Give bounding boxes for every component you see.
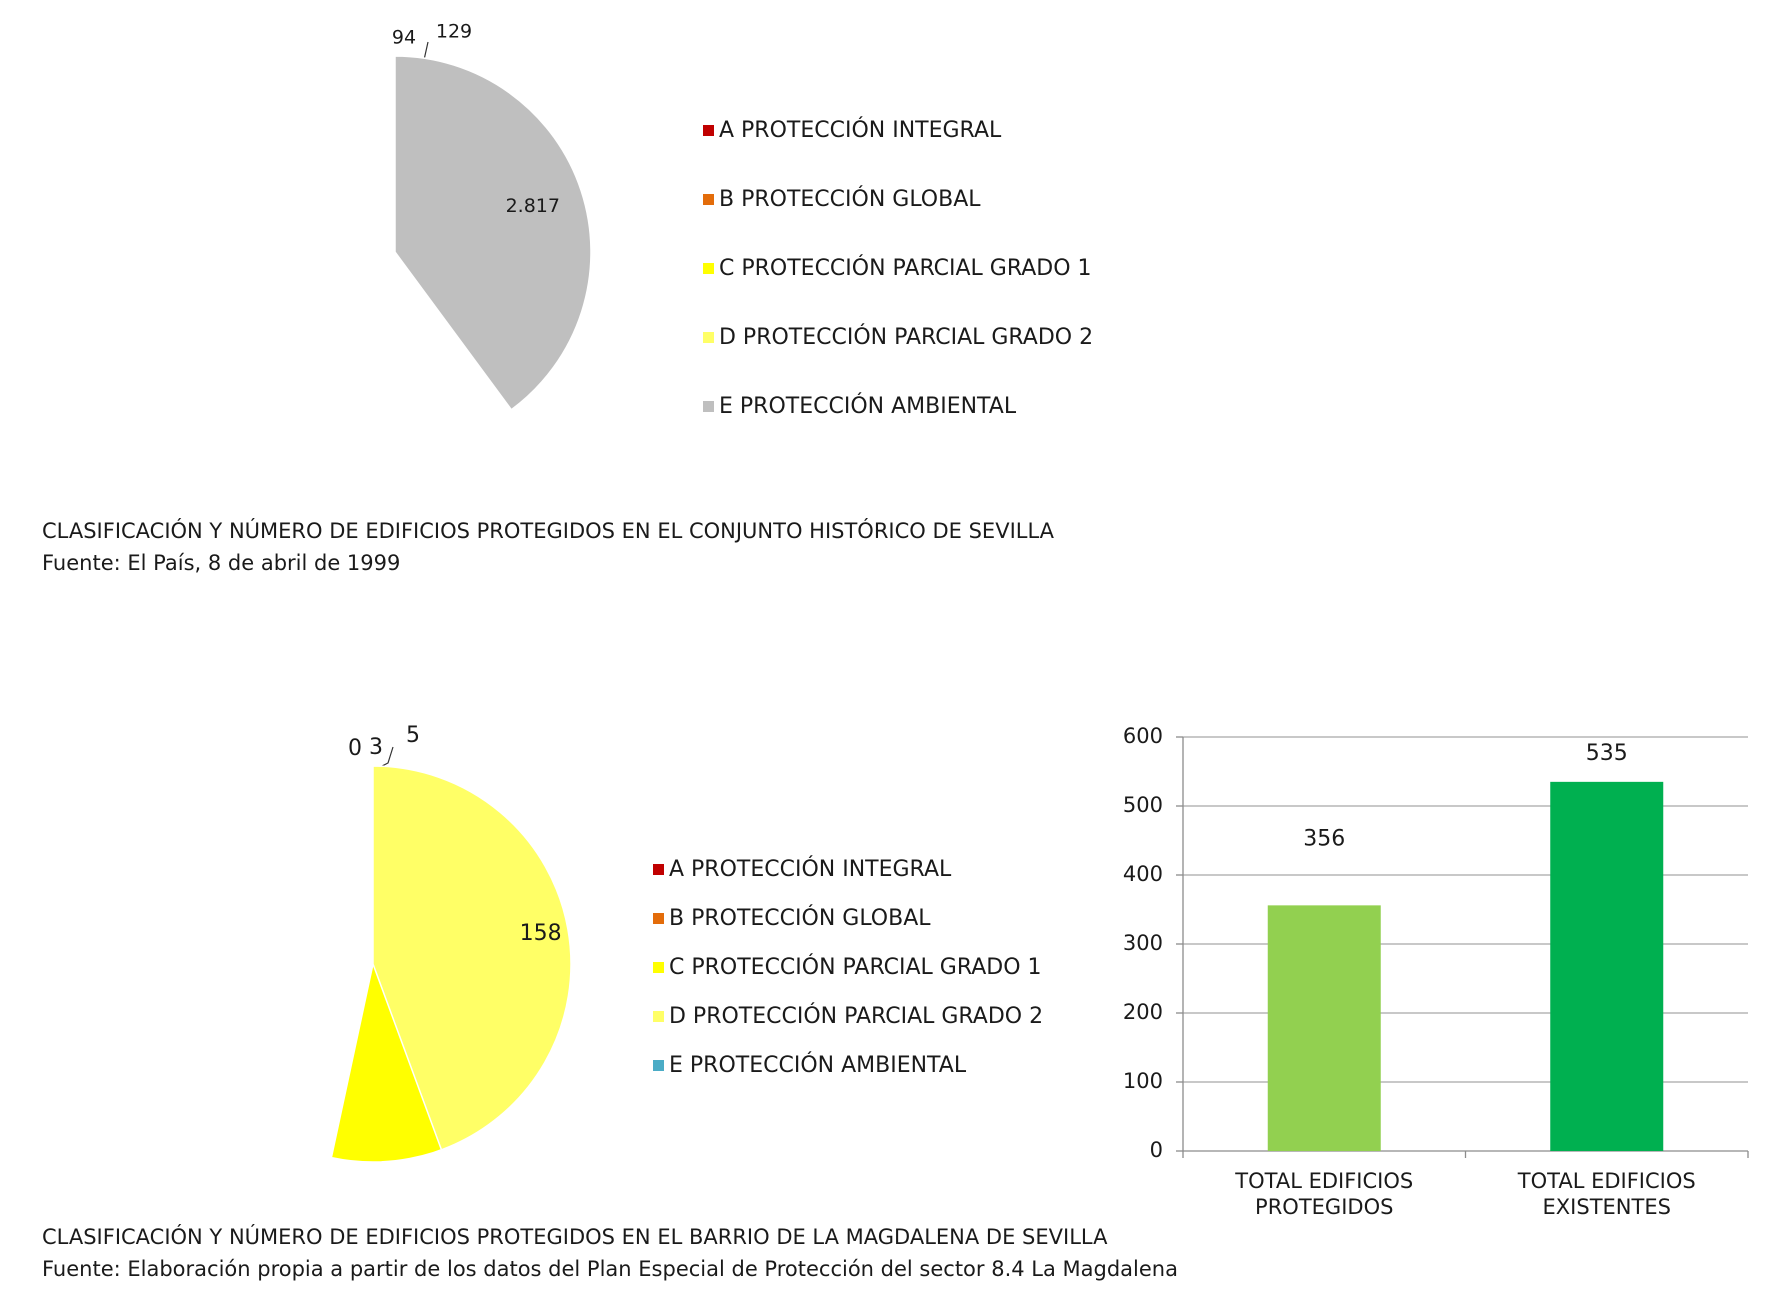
legend-item: A PROTECCIÓN INTEGRAL [703,96,1093,165]
x-tick-label: TOTAL EDIFICIOS [1234,1169,1413,1193]
legend-swatch [703,194,714,205]
pie-slice [394,55,592,411]
data-label: 5 [406,723,420,748]
caption-magdalena: CLASIFICACIÓN Y NÚMERO DE EDIFICIOS PROT… [42,1221,1178,1285]
pie-chart-magdalena: 351901580 [330,723,572,1163]
legend-label: D PROTECCIÓN PARCIAL GRADO 2 [669,1004,1044,1029]
chart-source: Fuente: Elaboración propia a partir de l… [42,1257,1178,1281]
data-label: 0 [348,736,362,761]
legend-swatch [653,962,664,973]
legend-label: C PROTECCIÓN PARCIAL GRADO 1 [719,256,1092,281]
legend-label: A PROTECCIÓN INTEGRAL [719,118,1002,143]
legend-swatch [653,913,664,924]
chart-title: CLASIFICACIÓN Y NÚMERO DE EDIFICIOS PROT… [42,1225,1108,1249]
data-label: 356 [1303,826,1345,851]
legend-label: B PROTECCIÓN GLOBAL [719,187,981,212]
data-label: 3 [369,735,383,760]
pie-chart-conjunto-historico: 941291.8632.1602.817 [392,21,592,411]
legend-swatch [703,332,714,343]
y-tick-label: 400 [1123,862,1163,886]
legend-swatch [653,1011,664,1022]
legend-item: B PROTECCIÓN GLOBAL [653,894,1043,943]
legend-label: E PROTECCIÓN AMBIENTAL [669,1053,967,1078]
y-tick-label: 100 [1123,1069,1163,1093]
data-label: 129 [436,21,472,43]
legend-item: A PROTECCIÓN INTEGRAL [653,845,1043,894]
legend-item: C PROTECCIÓN PARCIAL GRADO 1 [653,943,1043,992]
legend-item: E PROTECCIÓN AMBIENTAL [653,1041,1043,1090]
legend-swatch [653,864,664,875]
bar [1550,781,1664,1151]
data-label: 535 [1586,741,1628,766]
legend-swatch [703,401,714,412]
legend-label: A PROTECCIÓN INTEGRAL [669,857,952,882]
bar [1267,905,1381,1151]
y-tick-label: 500 [1123,793,1163,817]
legend-item: D PROTECCIÓN PARCIAL GRADO 2 [703,303,1093,372]
legend-magdalena: A PROTECCIÓN INTEGRAL B PROTECCIÓN GLOBA… [653,845,1043,1090]
data-label: 158 [520,921,562,946]
legend-label: D PROTECCIÓN PARCIAL GRADO 2 [719,325,1094,350]
data-label: 94 [392,27,416,49]
data-label: 2.817 [506,195,560,217]
pie-slice [372,765,572,1151]
legend-conjunto-historico: A PROTECCIÓN INTEGRAL B PROTECCIÓN GLOBA… [703,96,1093,441]
y-tick-label: 600 [1123,724,1163,748]
x-tick-label: PROTEGIDOS [1255,1195,1393,1219]
legend-label: B PROTECCIÓN GLOBAL [669,906,931,931]
chart-source: Fuente: El País, 8 de abril de 1999 [42,551,401,575]
legend-item: B PROTECCIÓN GLOBAL [703,165,1093,234]
chart-title: CLASIFICACIÓN Y NÚMERO DE EDIFICIOS PROT… [42,519,1055,543]
y-tick-label: 200 [1123,1000,1163,1024]
y-tick-label: 0 [1150,1138,1163,1162]
legend-label: C PROTECCIÓN PARCIAL GRADO 1 [669,955,1042,980]
x-tick-label: TOTAL EDIFICIOS [1517,1169,1696,1193]
legend-item: D PROTECCIÓN PARCIAL GRADO 2 [653,992,1043,1041]
y-tick-label: 300 [1123,931,1163,955]
caption-conjunto-historico: CLASIFICACIÓN Y NÚMERO DE EDIFICIOS PROT… [42,515,1054,579]
leader-line [381,746,394,767]
legend-swatch [703,125,714,136]
legend-swatch [653,1060,664,1071]
legend-label: E PROTECCIÓN AMBIENTAL [719,394,1017,419]
legend-item: C PROTECCIÓN PARCIAL GRADO 1 [703,234,1093,303]
legend-swatch [703,263,714,274]
legend-item: E PROTECCIÓN AMBIENTAL [703,372,1093,441]
x-tick-label: EXISTENTES [1543,1195,1671,1219]
